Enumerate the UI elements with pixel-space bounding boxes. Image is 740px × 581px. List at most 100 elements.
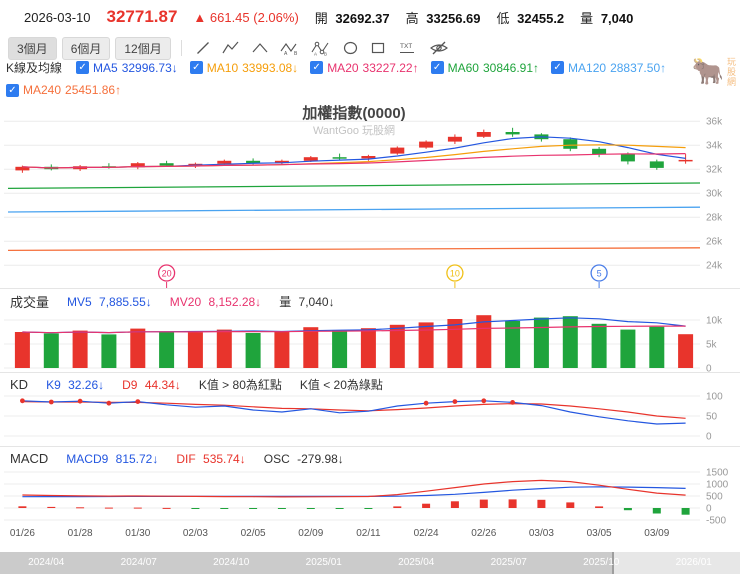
navigator-label: 2025/04: [398, 557, 435, 568]
kd-chart[interactable]: 100 50 0: [0, 390, 740, 443]
toggle-ma20[interactable]: ✓ MA20 33227.22↑: [310, 60, 419, 75]
toggle-ma10[interactable]: ✓ MA10 33993.08↓: [189, 61, 298, 75]
long-ma-lines: [7, 182, 701, 252]
volume-bars[interactable]: [14, 315, 694, 368]
mv5-value: 7,885.55↓: [99, 294, 152, 309]
checkbox-checked-icon[interactable]: ✓: [189, 61, 203, 74]
d9-value: 44.34↓: [144, 377, 181, 392]
line-tool-button[interactable]: [192, 39, 214, 57]
macd-label: MACD: [10, 451, 49, 466]
ma-period-pins[interactable]: 20 10 5: [157, 264, 608, 289]
wave-points-tool-button[interactable]: A B: [308, 39, 334, 57]
svg-text:1000: 1000: [706, 480, 729, 491]
candle: [678, 159, 693, 162]
checkbox-checked-icon[interactable]: ✓: [551, 61, 565, 74]
angle-tool-button[interactable]: [248, 39, 272, 57]
svg-text:TXT: TXT: [400, 43, 412, 50]
wantgoo-logo[interactable]: 🐂 玩股網: [692, 56, 738, 87]
dif-label: DIF: [176, 451, 196, 466]
svg-text:500: 500: [706, 492, 723, 503]
x-axis-label: 02/24: [413, 528, 439, 539]
d9-label: D9: [122, 377, 138, 392]
osc-stat: OSC -279.98↓: [264, 452, 344, 466]
x-axis-label: 02/03: [182, 528, 208, 539]
polyline-tool-button[interactable]: [219, 39, 243, 57]
period-button-3個月[interactable]: 3個月: [8, 36, 57, 60]
ma-legend-row-1: K線及均線 ✓ MA5 32996.73↓ ✓ MA10 33993.08↓ ✓ MA20 33…: [6, 59, 666, 76]
volume-bar: [332, 330, 348, 368]
navigator-label: 2025/01: [305, 557, 342, 568]
toggle-ma60[interactable]: ✓ MA60 30846.91↑: [430, 61, 539, 75]
quote-volume: 量 7,040: [580, 8, 633, 27]
period-button-6個月[interactable]: 6個月: [61, 36, 111, 60]
volume-stat-value: 7,040↓: [298, 295, 335, 309]
osc-bar: [623, 508, 632, 511]
ma-value: 28837.50↑: [610, 60, 667, 75]
volume-bar: [447, 319, 463, 368]
volume-bar: [14, 332, 30, 368]
svg-text:20: 20: [162, 269, 172, 279]
osc-label: OSC: [263, 451, 290, 466]
mv20-value: 8,152.28↓: [208, 294, 262, 309]
ellipse-tool-icon: [343, 41, 357, 55]
k-red-dot: [20, 398, 25, 404]
navigator-label: 2025/07: [490, 557, 527, 568]
volume-bar: [418, 322, 434, 368]
svg-text:A: A: [314, 52, 317, 57]
text-tool-button[interactable]: TXT: [395, 39, 421, 57]
navigator-scrollbar[interactable]: 2024/04 2024/07 2024/10 2025/01 2025/04 2025/…: [0, 552, 740, 574]
pin-5: [590, 264, 608, 282]
toggle-ma120[interactable]: ✓ MA120 28837.50↑: [551, 61, 666, 75]
ma-legend-items-2: ✓ MA240 25451.86↑: [6, 83, 121, 97]
svg-text:A: A: [284, 51, 288, 56]
checkbox-checked-icon[interactable]: ✓: [6, 83, 19, 97]
kd-signal-dots: [20, 398, 515, 406]
candle: [274, 160, 289, 164]
checkbox-checked-icon[interactable]: ✓: [76, 61, 90, 74]
volume-bar: [216, 329, 232, 368]
toggle-ma240[interactable]: ✓ MA240 25451.86↑: [6, 83, 121, 97]
kd-note-red: K值 > 80為紅點: [198, 378, 282, 392]
ma-value: 33227.22↑: [362, 60, 419, 75]
k-red-dot: [510, 400, 515, 405]
quote-open-label: 開: [314, 10, 328, 26]
x-axis-labels: 01/26 01/28 01/30 02/03 02/05 02/09 02/11 02/24…: [0, 528, 740, 542]
osc-bar: [133, 507, 142, 509]
ma-legend-items: ✓ MA5 32996.73↓ ✓ MA10 33993.08↓ ✓ MA20 33227.22…: [76, 61, 666, 75]
quote-volume-value: 7,040: [600, 10, 634, 26]
navigator-thumb[interactable]: [0, 552, 614, 574]
candle: [649, 161, 664, 168]
quote-open-value: 32692.37: [335, 10, 390, 26]
volume-chart[interactable]: 10k 5k 0: [0, 308, 740, 375]
period-button-12個月[interactable]: 12個月: [115, 36, 171, 60]
volume-bar: [591, 323, 607, 368]
checkbox-checked-icon[interactable]: ✓: [310, 61, 324, 74]
main-price-chart[interactable]: 36k 34k 32k 30k 28k 26k 24k 20 10 5: [0, 100, 740, 289]
candle: [15, 166, 30, 171]
quote-low: 低 32455.2: [497, 8, 565, 27]
svg-text:28k: 28k: [706, 213, 723, 224]
line-tool-icon: [196, 42, 209, 54]
navigator-label: 2025/10: [583, 557, 620, 568]
osc-bar: [47, 506, 56, 508]
candles[interactable]: [15, 127, 693, 173]
ma-name: MA240: [23, 83, 62, 97]
candle: [447, 136, 462, 142]
osc-bar: [104, 507, 113, 509]
k-red-dot: [106, 400, 112, 406]
osc-bar: [422, 503, 431, 508]
hide-drawings-button[interactable]: [426, 39, 452, 57]
osc-bar: [249, 508, 258, 509]
ellipse-tool-button[interactable]: [339, 39, 362, 57]
toggle-ma5[interactable]: ✓ MA5 32996.73↓: [76, 61, 178, 75]
svg-text:0: 0: [706, 432, 712, 443]
svg-text:10: 10: [450, 269, 460, 279]
rectangle-tool-button[interactable]: [367, 39, 390, 57]
candle: [620, 154, 635, 162]
volume-bar: [274, 331, 290, 368]
mv-lines: [22, 317, 686, 334]
wave-ab-tool-button[interactable]: A B: [277, 39, 303, 57]
checkbox-checked-icon[interactable]: ✓: [430, 61, 444, 74]
